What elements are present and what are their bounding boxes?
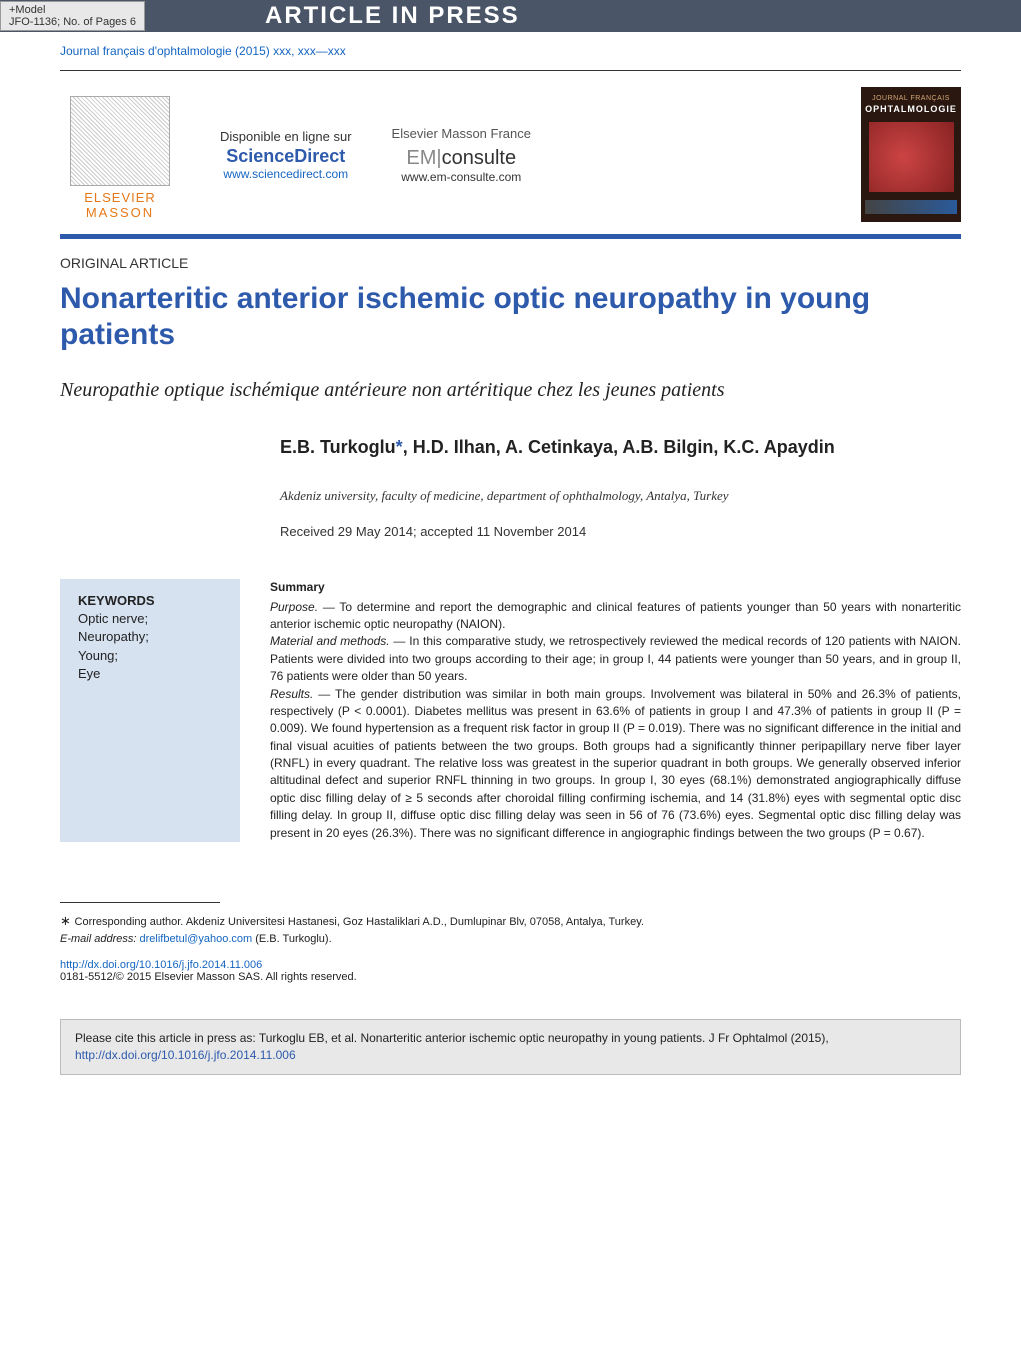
sciencedirect-block: Disponible en ligne sur ScienceDirect ww… [220, 129, 352, 181]
journal-reference[interactable]: Journal français d'ophtalmologie (2015) … [0, 32, 1021, 66]
article-dates: Received 29 May 2014; accepted 11 Novemb… [0, 512, 1021, 559]
publisher-row: ELSEVIER MASSON Disponible en ligne sur … [0, 75, 1021, 234]
cover-line2: OPHTALMOLOGIE [865, 104, 957, 114]
sciencedirect-link[interactable]: www.sciencedirect.com [220, 167, 352, 181]
model-line1: +Model [9, 4, 136, 16]
affiliation: Akdeniz university, faculty of medicine,… [0, 472, 1021, 512]
sciencedirect-logo: ScienceDirect [220, 146, 352, 167]
doi-link[interactable]: http://dx.doi.org/10.1016/j.jfo.2014.11.… [60, 959, 262, 971]
footnotes: ∗ Corresponding author. Akdeniz Universi… [0, 911, 1021, 947]
purpose-text: To determine and report the demographic … [270, 600, 961, 631]
email-suffix: (E.B. Turkoglu). [252, 933, 331, 945]
elsevier-text-2: MASSON [86, 205, 154, 220]
keyword-item: Optic nerve; [78, 610, 222, 628]
article-in-press-banner: ARTICLE IN PRESS [265, 2, 520, 30]
cover-line1: JOURNAL FRANÇAIS [872, 95, 950, 102]
keyword-item: Eye [78, 665, 222, 683]
copyright: 0181-5512/© 2015 Elsevier Masson SAS. Al… [0, 971, 1021, 1003]
em-brand-part2: consulte [442, 147, 517, 169]
article-type: ORIGINAL ARTICLE [0, 239, 1021, 271]
results-label: Results. — [270, 687, 330, 701]
em-label: Elsevier Masson France [392, 126, 531, 141]
authors-list: E.B. Turkoglu*, H.D. Ilhan, A. Cetinkaya… [0, 411, 1021, 472]
corresponding-asterisk: * [396, 437, 403, 457]
corresponding-author: Corresponding author. Akdeniz Universite… [75, 916, 644, 928]
email-label: E-mail address: [60, 933, 136, 945]
methods-label: Material and methods. — [270, 634, 405, 648]
summary-results: Results. — The gender distribution was s… [270, 686, 961, 843]
keyword-item: Neuropathy; [78, 628, 222, 646]
results-text: The gender distribution was similar in b… [270, 687, 961, 840]
model-ref-box: +Model JFO-1136; No. of Pages 6 [0, 1, 145, 31]
article-subtitle: Neuropathie optique ischémique antérieur… [0, 357, 1021, 411]
summary-purpose: Purpose. — To determine and report the d… [270, 599, 961, 634]
emconsulte-block: Elsevier Masson France EM|consulte www.e… [392, 126, 531, 184]
emconsulte-logo: EM|consulte [392, 147, 531, 170]
summary-heading: Summary [270, 579, 961, 596]
model-line2: JFO-1136; No. of Pages 6 [9, 16, 136, 28]
emconsulte-link[interactable]: www.em-consulte.com [392, 170, 531, 184]
online-label: Disponible en ligne sur [220, 129, 352, 144]
content-row: KEYWORDS Optic nerve; Neuropathy; Young;… [0, 579, 1021, 842]
article-title[interactable]: Nonarteritic anterior ischemic optic neu… [0, 271, 1021, 357]
elsevier-tree-icon [70, 96, 170, 186]
citation-box: Please cite this article in press as: Tu… [60, 1019, 961, 1075]
divider-top [60, 70, 961, 71]
keywords-heading: KEYWORDS [78, 593, 222, 608]
keywords-box: KEYWORDS Optic nerve; Neuropathy; Young;… [60, 579, 240, 842]
doi-block: http://dx.doi.org/10.1016/j.jfo.2014.11.… [0, 947, 1021, 971]
cite-text: Please cite this article in press as: Tu… [75, 1031, 829, 1045]
em-brand-part1: EM [406, 147, 436, 169]
authors-rest: , H.D. Ilhan, A. Cetinkaya, A.B. Bilgin,… [403, 437, 835, 457]
author-first: E.B. Turkoglu [280, 437, 396, 457]
keyword-item: Young; [78, 647, 222, 665]
cite-doi-link[interactable]: http://dx.doi.org/10.1016/j.jfo.2014.11.… [75, 1048, 296, 1062]
header-bar: +Model JFO-1136; No. of Pages 6 ARTICLE … [0, 0, 1021, 32]
summary-methods: Material and methods. — In this comparat… [270, 633, 961, 685]
footnote-divider [60, 902, 220, 903]
cover-footer-bar [865, 200, 957, 214]
cover-image-icon [869, 122, 954, 192]
summary-box: Summary Purpose. — To determine and repo… [270, 579, 961, 842]
elsevier-logo: ELSEVIER MASSON [60, 90, 180, 220]
footnote-asterisk: ∗ [60, 913, 75, 928]
email-link[interactable]: drelifbetul@yahoo.com [139, 933, 252, 945]
elsevier-text-1: ELSEVIER [84, 190, 156, 205]
purpose-label: Purpose. — [270, 600, 335, 614]
journal-cover: JOURNAL FRANÇAIS OPHTALMOLOGIE [861, 87, 961, 222]
